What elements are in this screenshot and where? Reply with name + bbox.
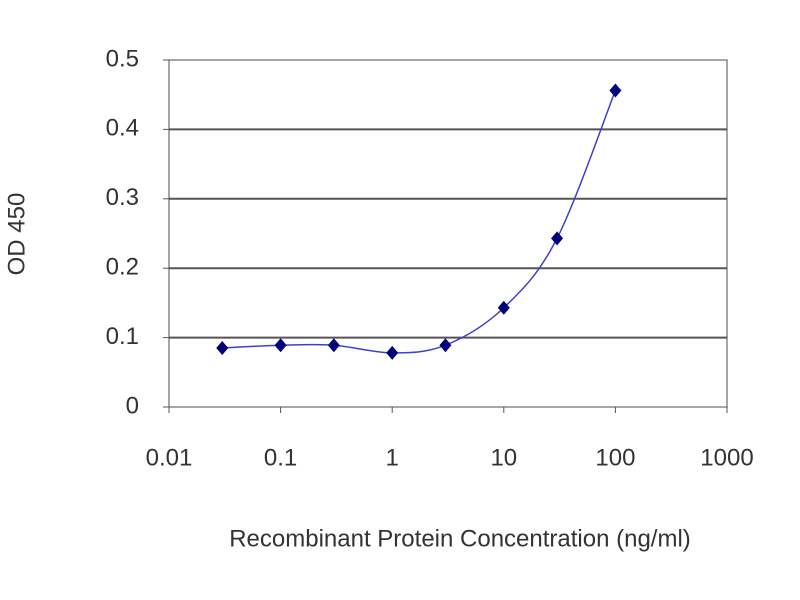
data-point	[216, 341, 229, 356]
x-tick-label: 100	[595, 444, 635, 471]
data-point	[609, 83, 622, 98]
y-tick-label: 0.3	[106, 184, 139, 211]
plot-area	[168, 59, 728, 408]
data-point	[439, 338, 452, 353]
data-point	[386, 345, 399, 360]
data-point	[551, 231, 564, 246]
x-tick-label: 1000	[700, 444, 753, 471]
data-point	[497, 300, 510, 315]
x-tick-label: 0.01	[146, 444, 193, 471]
x-axis-label: Recombinant Protein Concentration (ng/ml…	[229, 525, 691, 552]
data-point	[274, 338, 287, 353]
y-tick-label: 0.1	[106, 323, 139, 350]
y-tick-label: 0.2	[106, 254, 139, 281]
x-tick-label: 10	[490, 444, 517, 471]
y-tick-label: 0.5	[106, 45, 139, 72]
x-tick-label: 1	[386, 444, 399, 471]
y-tick-label: 0	[126, 392, 139, 419]
y-tick-label: 0.4	[106, 115, 139, 142]
y-axis-label: OD 450	[3, 193, 30, 276]
x-tick-label: 0.1	[264, 444, 297, 471]
data-point	[327, 338, 340, 353]
